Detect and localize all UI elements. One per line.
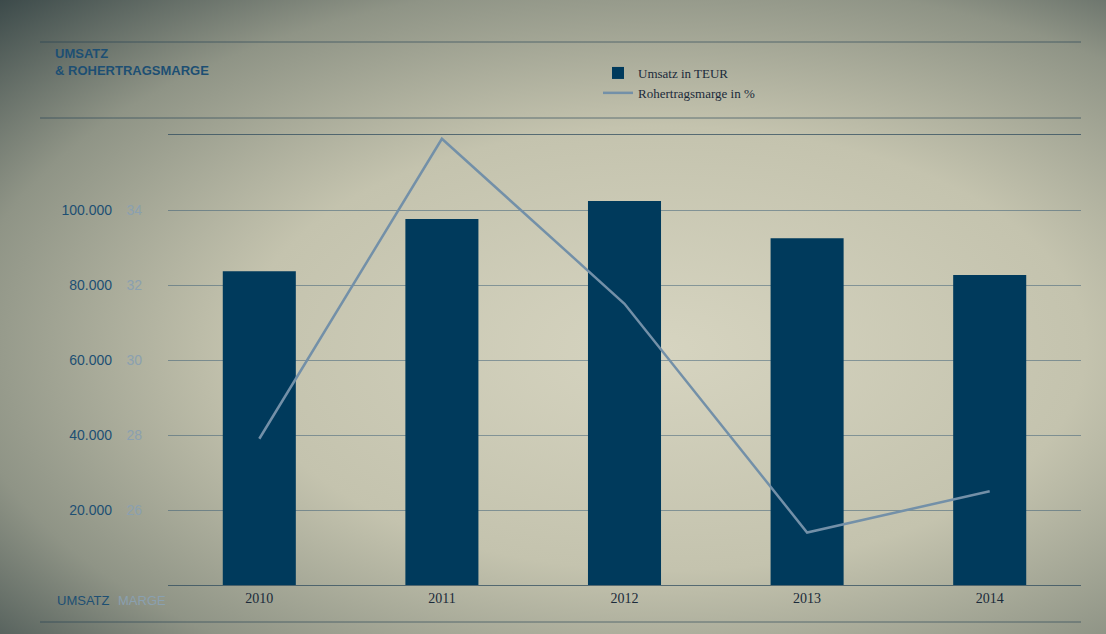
svg-text:2013: 2013	[793, 591, 821, 606]
svg-text:100.000: 100.000	[61, 202, 112, 218]
svg-text:80.000: 80.000	[69, 277, 112, 293]
svg-text:2012: 2012	[611, 591, 639, 606]
svg-text:UMSATZ: UMSATZ	[57, 593, 110, 608]
svg-text:40.000: 40.000	[69, 427, 112, 443]
svg-text:2010: 2010	[245, 591, 273, 606]
svg-text:MARGE: MARGE	[118, 593, 166, 608]
svg-text:32: 32	[126, 277, 142, 293]
svg-text:20.000: 20.000	[69, 502, 112, 518]
svg-text:UMSATZ& ROHERTRAGSMARGE: UMSATZ& ROHERTRAGSMARGE	[55, 46, 209, 78]
svg-text:30: 30	[126, 352, 142, 368]
svg-text:34: 34	[126, 202, 142, 218]
svg-text:26: 26	[126, 502, 142, 518]
svg-text:28: 28	[126, 427, 142, 443]
svg-text:2011: 2011	[428, 591, 455, 606]
svg-text:2014: 2014	[976, 591, 1004, 606]
svg-text:60.000: 60.000	[69, 352, 112, 368]
svg-text:Umsatz in TEUR: Umsatz in TEUR	[638, 66, 728, 81]
svg-text:Rohertragsmarge in %: Rohertragsmarge in %	[638, 86, 755, 101]
